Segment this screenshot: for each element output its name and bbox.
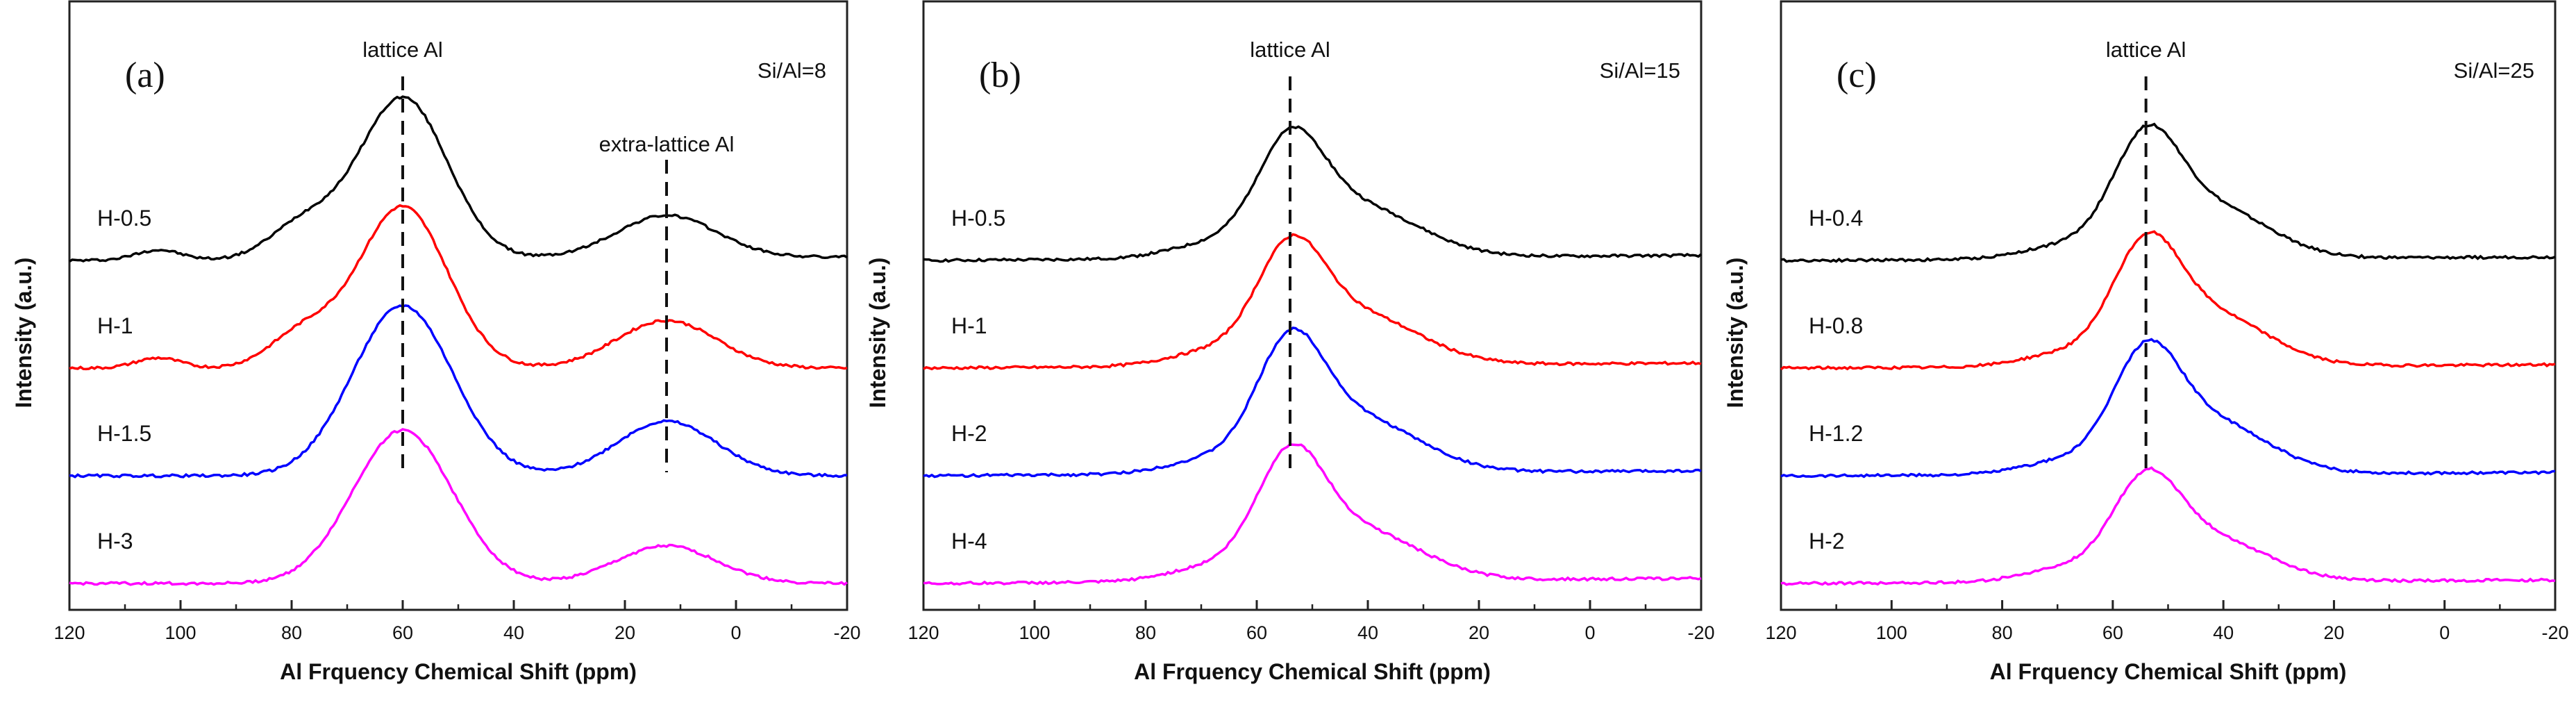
x-tick-label: 60	[2102, 622, 2123, 643]
x-axis-label: Al Frquency Chemical Shift (ppm)	[1134, 659, 1491, 684]
spectrum-curve	[69, 95, 848, 263]
series-label: H-1.5	[97, 421, 151, 446]
peak-annotation: extra-lattice Al	[599, 132, 735, 156]
series-label: H-0.5	[97, 206, 151, 231]
x-tick-label: 100	[1876, 622, 1907, 643]
series-label: H-4	[951, 529, 987, 554]
x-tick-label: -20	[2541, 622, 2568, 643]
x-tick-label: 20	[1469, 622, 1489, 643]
series-label: H-1	[951, 313, 987, 338]
spectrum-curve	[923, 233, 1702, 371]
y-axis-label: Intensity (a.u.)	[865, 258, 890, 408]
panel-a: 120 100 80 60 40 20 0 -20 Al Frquency Chemical S…	[11, 0, 861, 684]
x-tick-label: 120	[1765, 622, 1796, 643]
x-tick-label: 80	[1992, 622, 2013, 643]
x-tick-label: 20	[2323, 622, 2344, 643]
spectrum-curve	[1780, 122, 2556, 263]
spectrum-curve	[923, 442, 1702, 586]
spectrum-curve	[1780, 338, 2556, 479]
x-tick-label: 60	[1246, 622, 1267, 643]
panel-c: 120 100 80 60 40 20 0 -20 Al Frquency Chemical S…	[1723, 0, 2569, 684]
spectrum-curve	[1780, 466, 2556, 586]
plot-frame	[1780, 0, 2557, 611]
spectrum-curve	[923, 326, 1702, 479]
x-tick-label: 40	[2213, 622, 2234, 643]
x-tick-label: 0	[2439, 622, 2450, 643]
series-label: H-1	[97, 313, 133, 338]
spectrum-curve	[923, 125, 1703, 263]
x-tick-label: 100	[1019, 622, 1050, 643]
x-tick-label: 20	[614, 622, 635, 643]
series-label: H-3	[97, 529, 133, 554]
spectrum-curve	[69, 304, 847, 479]
spectrum-curve	[69, 428, 848, 586]
x-tick-label: 0	[1584, 622, 1595, 643]
x-tick-label: 40	[503, 622, 524, 643]
spectrum-curve	[69, 204, 848, 371]
peak-annotation: lattice Al	[362, 38, 442, 62]
peak-annotation: lattice Al	[1250, 38, 1330, 62]
x-axis-label: Al Frquency Chemical Shift (ppm)	[1990, 659, 2347, 684]
x-tick-label: 120	[908, 622, 939, 643]
series-label: H-2	[1809, 529, 1845, 554]
x-tick-label: 100	[165, 622, 196, 643]
x-tick-label: 60	[392, 622, 413, 643]
si-al-ratio-label: Si/Al=25	[2454, 58, 2534, 83]
x-tick-label: -20	[1687, 622, 1714, 643]
x-axis-label: Al Frquency Chemical Shift (ppm)	[280, 659, 637, 684]
si-al-ratio-label: Si/Al=8	[758, 58, 826, 83]
series-label: H-0.5	[951, 206, 1005, 231]
series-label: H-0.4	[1809, 206, 1863, 231]
x-tick-label: 80	[1135, 622, 1156, 643]
series-label: H-0.8	[1809, 313, 1863, 338]
x-tick-label: 0	[730, 622, 741, 643]
y-axis-label: Intensity (a.u.)	[11, 258, 36, 408]
y-axis-label: Intensity (a.u.)	[1723, 258, 1748, 408]
panel-b: 120 100 80 60 40 20 0 -20 Al Frquency Chemical S…	[865, 0, 1715, 684]
spectrum-curve	[1780, 230, 2556, 371]
panel-letter: (c)	[1837, 56, 1877, 95]
panel-letter: (b)	[979, 56, 1021, 95]
series-label: H-1.2	[1809, 421, 1863, 446]
x-tick-label: -20	[833, 622, 860, 643]
panel-letter: (a)	[125, 56, 165, 95]
x-tick-label: 80	[281, 622, 302, 643]
si-al-ratio-label: Si/Al=15	[1600, 58, 1680, 83]
x-tick-label: 120	[53, 622, 85, 643]
plot-frame	[68, 0, 848, 611]
peak-annotation: lattice Al	[2106, 38, 2186, 62]
x-tick-label: 40	[1357, 622, 1378, 643]
plot-frame	[922, 0, 1703, 611]
series-label: H-2	[951, 421, 987, 446]
